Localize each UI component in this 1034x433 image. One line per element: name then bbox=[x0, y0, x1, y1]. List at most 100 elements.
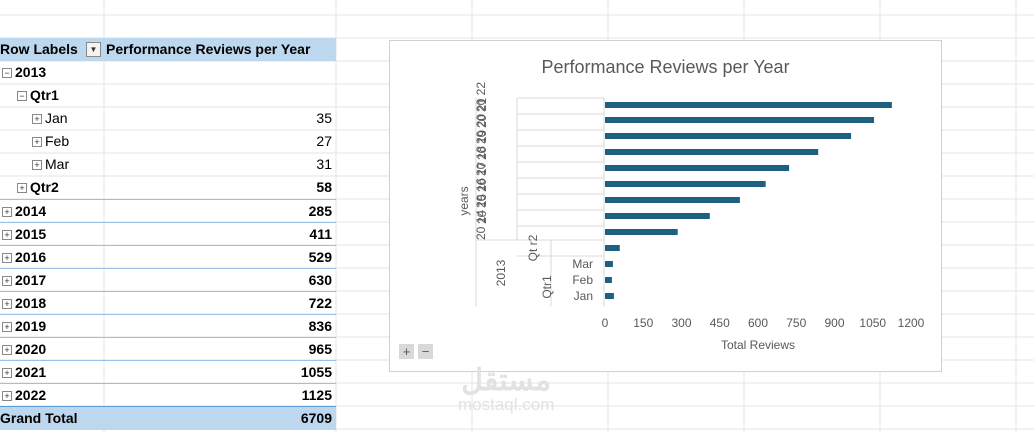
chart-group-label: 20 19 bbox=[475, 130, 489, 160]
x-tick-label: 900 bbox=[824, 316, 844, 330]
pivot-row-label-text: Feb bbox=[45, 133, 70, 149]
pivot-row: +2021 1055 bbox=[0, 360, 336, 384]
expand-icon[interactable]: + bbox=[2, 276, 12, 286]
chart-bar bbox=[605, 261, 613, 267]
chart-group-label: 20 15 bbox=[475, 194, 489, 224]
collapse-icon[interactable]: − bbox=[2, 68, 12, 78]
pivot-row-label-text: 2014 bbox=[15, 203, 47, 219]
pivot-row-label: +2019 bbox=[2, 318, 46, 334]
chart-bar bbox=[605, 213, 710, 219]
grand-total-value: 6709 bbox=[300, 410, 332, 426]
chart-category-label: Feb bbox=[572, 273, 593, 287]
x-tick-label: 300 bbox=[671, 316, 691, 330]
chart-bar bbox=[605, 277, 612, 283]
pivot-row-label-text: 2022 bbox=[15, 387, 47, 403]
chart-group-label: 20 22 bbox=[474, 82, 488, 112]
pivot-row: +2018 722 bbox=[0, 291, 336, 315]
x-tick-label: 1050 bbox=[859, 316, 886, 330]
pivot-row-label-text: 2019 bbox=[15, 318, 47, 334]
pivot-row: +2022 1125 bbox=[0, 383, 336, 407]
chart-bar bbox=[605, 229, 678, 235]
pivot-row-value: 529 bbox=[308, 249, 332, 265]
pivot-row-label-text: 2016 bbox=[15, 249, 47, 265]
grand-total-row: Grand Total 6709 bbox=[0, 406, 336, 430]
x-axis-title: Total Reviews bbox=[721, 338, 795, 352]
zoom-in-button[interactable]: + bbox=[399, 344, 414, 359]
chart-group-label: 20 18 bbox=[474, 146, 488, 176]
pivot-row-value: 965 bbox=[308, 341, 332, 357]
pivot-row-label: +2017 bbox=[2, 272, 46, 288]
pivot-row-label-text: Mar bbox=[45, 156, 70, 172]
pivot-row-label-text: Qtr2 bbox=[30, 179, 59, 195]
pivot-row-label: + Feb bbox=[32, 133, 69, 149]
expand-icon[interactable]: + bbox=[32, 114, 42, 124]
pivot-row-label: +2018 bbox=[2, 295, 46, 311]
pivot-row: +2020 965 bbox=[0, 337, 336, 361]
pivot-row: +2014 285 bbox=[0, 199, 336, 223]
chart-category-label: Mar bbox=[572, 257, 593, 271]
watermark-latin: mostaql.com bbox=[458, 395, 555, 414]
x-tick-label: 0 bbox=[602, 316, 609, 330]
pivot-row-label-text: 2021 bbox=[15, 364, 47, 380]
pivot-row-label: +2014 bbox=[2, 203, 46, 219]
expand-icon[interactable]: + bbox=[2, 322, 12, 332]
pivot-row: + Qtr2 58 bbox=[0, 176, 336, 199]
x-tick-label: 750 bbox=[786, 316, 806, 330]
bar-chart[interactable]: Performance Reviews per Year Jan Feb Mar Qt… bbox=[389, 40, 942, 372]
chart-bar bbox=[605, 117, 875, 123]
expand-icon[interactable]: + bbox=[17, 183, 27, 193]
pivot-row: +2017 630 bbox=[0, 268, 336, 292]
pivot-row-label: − Qtr1 bbox=[17, 87, 59, 103]
pivot-row-value: 285 bbox=[308, 203, 332, 219]
chart-bar bbox=[605, 165, 790, 171]
pivot-row: − Qtr1 bbox=[0, 84, 336, 107]
pivot-row: + Jan 35 bbox=[0, 107, 336, 130]
expand-icon[interactable]: + bbox=[2, 207, 12, 217]
pivot-row-label: +2016 bbox=[2, 249, 46, 265]
chart-group-label: Qt r2 bbox=[526, 234, 540, 261]
pivot-row-label-text: Jan bbox=[45, 110, 68, 126]
chart-group-label: 20 17 bbox=[475, 162, 489, 192]
expand-icon[interactable]: + bbox=[2, 299, 12, 309]
filter-dropdown-icon[interactable]: ▼ bbox=[86, 42, 101, 57]
pivot-row-label: +2021 bbox=[2, 364, 46, 380]
chart-group-label: 20 14 bbox=[474, 210, 488, 240]
value-header: Performance Reviews per Year bbox=[106, 41, 311, 57]
chart-bar bbox=[605, 102, 892, 108]
chart-group-label: 20 21 bbox=[475, 98, 489, 128]
chart-category-label: Jan bbox=[574, 289, 593, 303]
chart-bar bbox=[605, 293, 614, 299]
pivot-row: + Feb 27 bbox=[0, 130, 336, 153]
chart-group-label: Qtr1 bbox=[540, 275, 554, 299]
watermark-logo: مستقل mostaql.com bbox=[458, 366, 554, 414]
pivot-row-label: −2013 bbox=[2, 64, 46, 80]
pivot-row-label: + Mar bbox=[32, 156, 69, 172]
pivot-row-value: 411 bbox=[309, 226, 332, 242]
zoom-out-button[interactable]: − bbox=[418, 344, 433, 359]
pivot-row: + Mar 31 bbox=[0, 153, 336, 176]
expand-icon[interactable]: + bbox=[2, 368, 12, 378]
collapse-icon[interactable]: − bbox=[17, 91, 27, 101]
expand-icon[interactable]: + bbox=[2, 391, 12, 401]
expand-icon[interactable]: + bbox=[2, 253, 12, 263]
pivot-row: +2019 836 bbox=[0, 314, 336, 338]
expand-icon[interactable]: + bbox=[32, 160, 42, 170]
x-tick-label: 450 bbox=[710, 316, 730, 330]
pivot-row: −2013 bbox=[0, 61, 336, 84]
pivot-row-label: +2022 bbox=[2, 387, 46, 403]
pivot-row: +2015 411 bbox=[0, 222, 336, 246]
chart-group-label: 20 16 bbox=[474, 178, 488, 208]
expand-icon[interactable]: + bbox=[2, 345, 12, 355]
pivot-row-value: 630 bbox=[308, 272, 332, 288]
y-axis-title: years bbox=[457, 186, 471, 215]
chart-group-label: 2013 bbox=[494, 259, 508, 286]
pivot-header-row: Row Labels ▼ Performance Reviews per Yea… bbox=[0, 38, 336, 61]
chart-bar bbox=[605, 181, 766, 187]
expand-icon[interactable]: + bbox=[2, 230, 12, 240]
pivot-row-label-text: Qtr1 bbox=[30, 87, 59, 103]
expand-icon[interactable]: + bbox=[32, 137, 42, 147]
pivot-row-value: 31 bbox=[316, 156, 332, 172]
x-tick-label: 1200 bbox=[898, 316, 925, 330]
x-tick-label: 150 bbox=[633, 316, 653, 330]
